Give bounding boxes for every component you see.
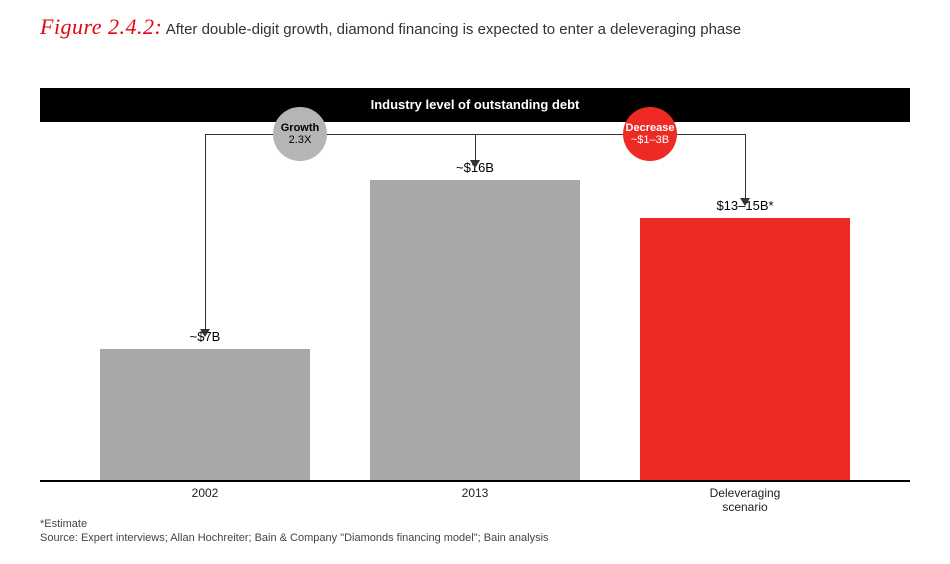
growth-bubble-line2: 2.3X <box>289 134 312 146</box>
bar-deleveraging: $13–15B* <box>640 218 850 481</box>
chart-banner: Industry level of outstanding debt <box>40 88 910 122</box>
bar-2002: ~$7B <box>100 349 310 480</box>
chart-area: ~$7B ~$16B $13–15B* 2002 2013 Deleveragi… <box>40 122 910 482</box>
growth-bubble: Growth 2.3X <box>273 107 327 161</box>
growth-connector-top <box>205 134 475 135</box>
decrease-arrow-left-icon <box>470 160 480 168</box>
growth-arrow-left-icon <box>200 329 210 337</box>
decrease-bubble-line2: ~$1–3B <box>631 134 669 146</box>
decrease-arrow-right-icon <box>740 198 750 206</box>
bar-2013: ~$16B <box>370 180 580 480</box>
decrease-bubble: Decrease ~$1–3B <box>623 107 677 161</box>
decrease-bubble-line1: Decrease <box>626 122 675 134</box>
figure-caption: After double-digit growth, diamond finan… <box>166 21 741 38</box>
figure-number: Figure 2.4.2: <box>40 14 162 39</box>
decrease-connector-top <box>475 134 745 135</box>
footnote-estimate: *Estimate <box>40 518 87 530</box>
decrease-connector-right <box>745 134 746 198</box>
x-label-2013: 2013 <box>370 480 580 500</box>
growth-connector-left <box>205 134 206 329</box>
x-label-deleveraging: Deleveragingscenario <box>640 480 850 515</box>
figure-title: Figure 2.4.2: After double-digit growth,… <box>40 14 741 40</box>
footnote-source: Source: Expert interviews; Allan Hochrei… <box>40 532 549 544</box>
decrease-connector-left <box>475 134 476 160</box>
x-label-2002: 2002 <box>100 480 310 500</box>
growth-bubble-line1: Growth <box>281 122 320 134</box>
